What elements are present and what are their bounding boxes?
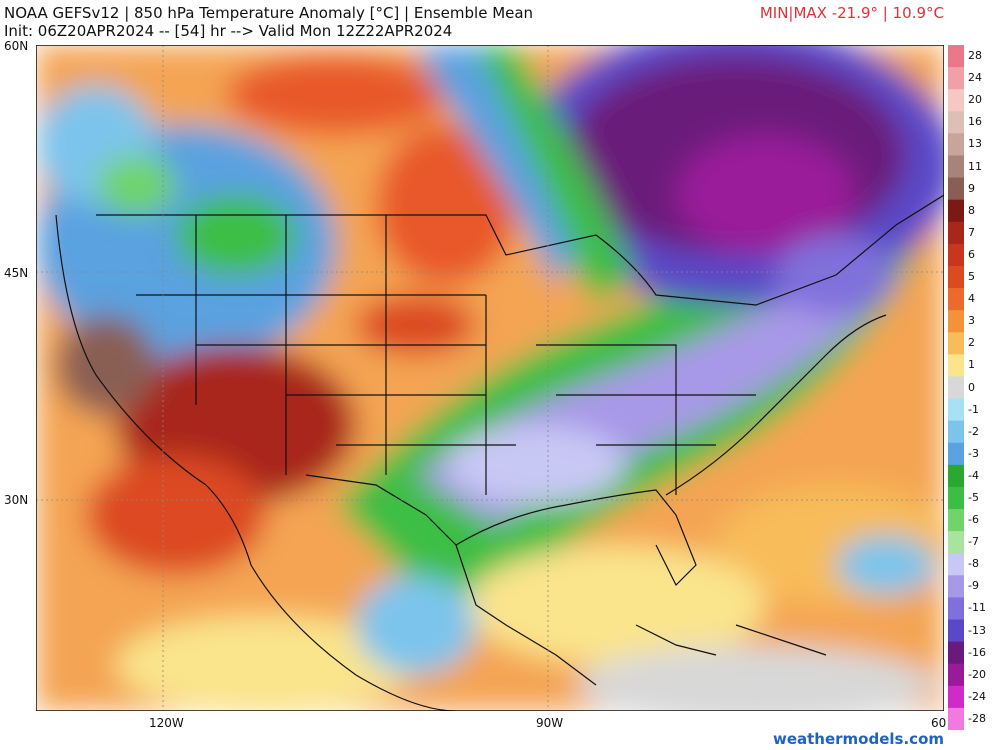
lon-label-90w: 90W xyxy=(536,716,564,730)
colorbar-swatch xyxy=(948,199,964,223)
colorbar-swatch xyxy=(948,288,964,311)
colorbar-tick-label: 28 xyxy=(968,49,982,63)
colorbar-tick-label: -2 xyxy=(968,424,979,438)
colorbar-tick-label: -5 xyxy=(968,490,979,504)
colorbar-tick-label: 16 xyxy=(968,115,982,129)
colorbar-tick-label: -8 xyxy=(968,557,979,571)
colorbar-swatch xyxy=(948,531,964,554)
colorbar-tick-label: 5 xyxy=(968,270,975,284)
colorbar-swatch xyxy=(948,464,964,488)
borders xyxy=(55,194,944,711)
colorbar-swatch xyxy=(948,553,964,576)
colorbar-tick-label: 24 xyxy=(968,71,982,85)
min-max-readout: MIN|MAX -21.9° | 10.9°C xyxy=(759,4,944,22)
colorbar-swatch xyxy=(948,243,964,267)
colorbar-swatch xyxy=(948,619,964,643)
anomaly-field xyxy=(36,45,944,711)
lon-label-120w: 120W xyxy=(149,716,184,730)
colorbar-swatch xyxy=(948,486,964,510)
colorbar-swatch xyxy=(948,597,964,621)
colorbar xyxy=(948,45,964,730)
colorbar-tick-label: 2 xyxy=(968,336,975,350)
colorbar-swatch xyxy=(948,310,964,333)
colorbar-tick-label: -28 xyxy=(968,711,986,725)
colorbar-tick-label: -20 xyxy=(968,667,986,681)
colorbar-tick-label: 4 xyxy=(968,292,975,306)
colorbar-tick-label: -11 xyxy=(968,601,986,615)
init-valid-line: Init: 06Z20APR2024 -- [54] hr --> Valid … xyxy=(4,22,453,40)
colorbar-tick-label: 0 xyxy=(968,380,975,394)
lon-label-60w: 60 xyxy=(931,716,947,730)
colorbar-tick-label: -16 xyxy=(968,645,986,659)
colorbar-tick-label: -9 xyxy=(968,579,979,593)
colorbar-swatch xyxy=(948,685,964,709)
colorbar-tick-label: 8 xyxy=(968,203,975,217)
colorbar-tick-label: -3 xyxy=(968,446,979,460)
colorbar-swatch xyxy=(948,376,964,400)
colorbar-tick-label: -13 xyxy=(968,623,986,637)
colorbar-swatch xyxy=(948,67,964,90)
colorbar-swatch xyxy=(948,89,964,112)
colorbar-swatch xyxy=(948,641,964,665)
lat-label-60n: 60N xyxy=(4,39,29,53)
colorbar-swatch xyxy=(948,133,964,156)
lat-label-45n: 45N xyxy=(4,266,29,280)
colorbar-tick-label: 6 xyxy=(968,247,975,261)
colorbar-swatch xyxy=(948,509,964,532)
colorbar-swatch xyxy=(948,221,964,245)
anomaly-map xyxy=(36,45,944,711)
colorbar-swatch xyxy=(948,354,964,377)
colorbar-swatch xyxy=(948,111,964,134)
colorbar-swatch xyxy=(948,420,964,444)
colorbar-tick-label: -4 xyxy=(968,468,979,482)
colorbar-tick-label: -6 xyxy=(968,513,979,527)
colorbar-tick-label: 11 xyxy=(968,159,982,173)
lat-label-30n: 30N xyxy=(4,493,29,507)
colorbar-swatch xyxy=(948,442,964,466)
colorbar-tick-label: -7 xyxy=(968,535,979,549)
colorbar-swatch xyxy=(948,155,964,179)
colorbar-tick-label: 20 xyxy=(968,93,982,107)
colorbar-swatch xyxy=(948,332,964,355)
colorbar-swatch xyxy=(948,707,964,730)
colorbar-tick-label: -1 xyxy=(968,402,979,416)
graticule xyxy=(36,45,944,711)
credit-text: weathermodels.com xyxy=(772,730,944,748)
colorbar-tick-label: -24 xyxy=(968,689,986,703)
colorbar-swatch xyxy=(948,45,964,68)
colorbar-swatch xyxy=(948,265,964,289)
colorbar-swatch xyxy=(948,177,964,201)
colorbar-tick-label: 13 xyxy=(968,137,982,151)
colorbar-tick-label: 1 xyxy=(968,358,975,372)
colorbar-tick-label: 9 xyxy=(968,181,975,195)
colorbar-tick-label: 7 xyxy=(968,225,975,239)
colorbar-swatch xyxy=(948,663,964,687)
map-title: NOAA GEFSv12 | 850 hPa Temperature Anoma… xyxy=(4,4,534,22)
colorbar-tick-label: 3 xyxy=(968,314,975,328)
colorbar-swatch xyxy=(948,398,964,422)
colorbar-swatch xyxy=(948,575,964,598)
